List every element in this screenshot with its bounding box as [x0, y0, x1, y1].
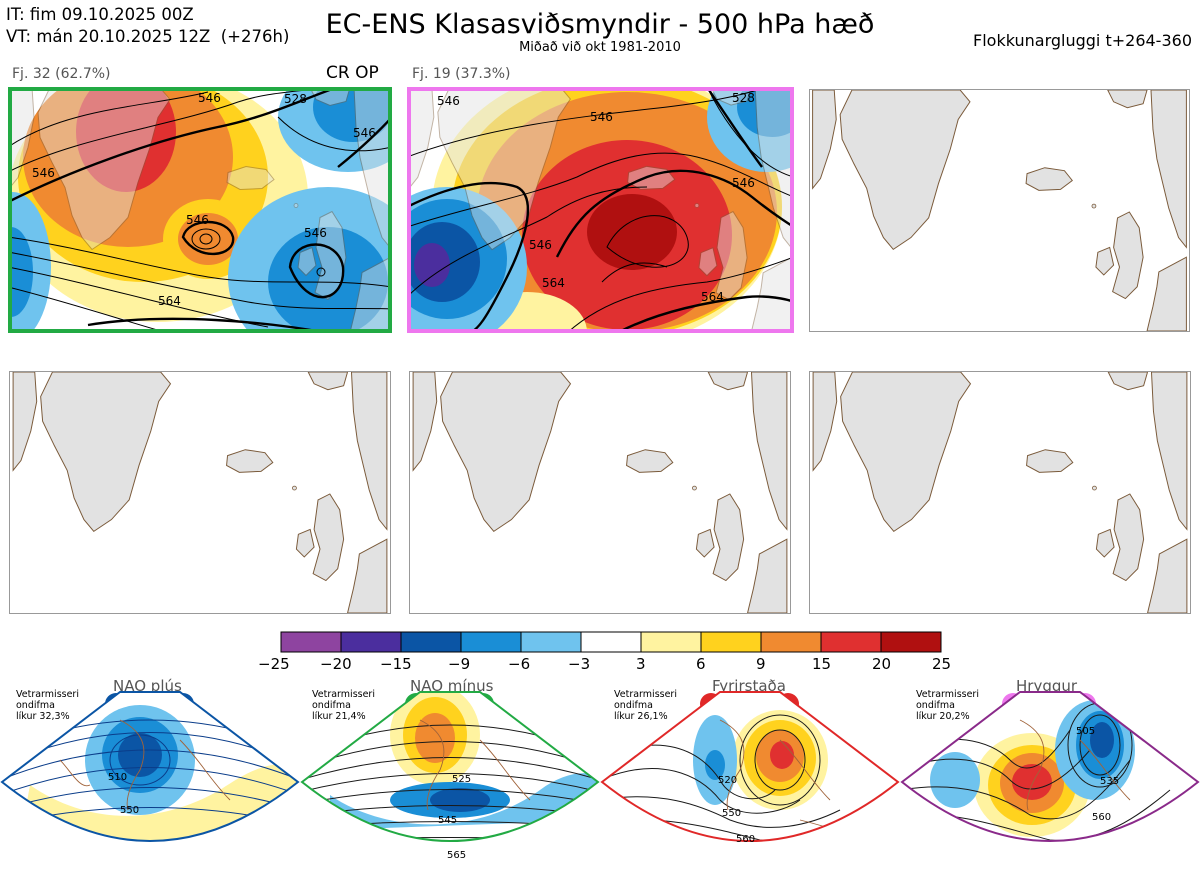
colorbar-swatches — [280, 631, 942, 653]
cluster-1-map: 546 528 546 546 546 546 564 — [8, 87, 392, 333]
contour-label: 550 — [120, 805, 139, 816]
regime-2-note: Vetrarmisseri ondifma líkur 21,4% — [312, 689, 375, 722]
colorbar-tick: −15 — [380, 655, 412, 673]
page-title: EC-ENS Klasasviðsmyndir - 500 hPa hæð — [325, 9, 875, 40]
contour-label: 560 — [1092, 812, 1111, 823]
colorbar-swatch — [640, 631, 702, 653]
colorbar-tick: −3 — [568, 655, 591, 673]
contour-label: 546 — [437, 94, 460, 108]
colorbar-swatch — [760, 631, 822, 653]
cluster-2-label: Fj. 19 (37.3%) — [412, 66, 511, 82]
contour-label: 546 — [590, 110, 613, 124]
colorbar-swatch — [400, 631, 462, 653]
regime-2-title: NAO mínus — [410, 677, 494, 695]
regime-4-map: 505 535 560 — [900, 690, 1200, 870]
colorbar-swatch — [460, 631, 522, 653]
contour-label: 510 — [108, 772, 127, 783]
colorbar-ticks: −25 −20 −15 −9 −6 −3 3 6 9 15 20 25 — [258, 655, 958, 675]
colorbar-tick: −9 — [448, 655, 471, 673]
classification-window: Flokkunargluggi t+264-360 — [973, 31, 1192, 50]
regime-2-map: 525 545 565 — [300, 690, 600, 870]
colorbar-tick: 9 — [756, 655, 766, 673]
contour-label: 564 — [158, 294, 181, 308]
contour-label: 546 — [198, 91, 221, 105]
colorbar-swatch — [280, 631, 342, 653]
regime-3-note: Vetrarmisseri ondifma líkur 26,1% — [614, 689, 677, 722]
colorbar-swatch — [700, 631, 762, 653]
contour-label: 560 — [736, 834, 755, 845]
contour-label: 546 — [304, 226, 327, 240]
contour-label: 546 — [529, 238, 552, 252]
init-time: IT: fim 09.10.2025 00Z — [6, 5, 194, 24]
cluster-5-map-empty — [409, 371, 791, 614]
colorbar-tick: −6 — [508, 655, 531, 673]
contour-label: 564 — [542, 276, 565, 290]
colorbar-swatch — [820, 631, 882, 653]
contour-label: 520 — [718, 775, 737, 786]
regime-1-note: Vetrarmisseri ondifma líkur 32,3% — [16, 689, 79, 722]
contour-label: 545 — [438, 815, 457, 826]
regime-3-map: 520 550 560 — [600, 690, 900, 870]
contour-label: 546 — [353, 126, 376, 140]
contour-label: 550 — [722, 808, 741, 819]
colorbar-tick: −20 — [320, 655, 352, 673]
contour-label: 546 — [732, 176, 755, 190]
regime-1-map: 510 550 — [0, 690, 300, 870]
cluster-4-map-empty — [9, 371, 391, 614]
colorbar-swatch — [340, 631, 402, 653]
regime-1-title: NAO plús — [113, 677, 182, 695]
contour-label: 528 — [732, 91, 755, 105]
colorbar-tick: −25 — [258, 655, 290, 673]
page-subtitle: Miðað við okt 1981-2010 — [519, 40, 681, 55]
regime-4-note: Vetrarmisseri ondifma líkur 20,2% — [916, 689, 979, 722]
colorbar-swatch — [880, 631, 942, 653]
colorbar-tick: 15 — [812, 655, 832, 673]
contour-label: 505 — [1076, 726, 1095, 737]
cluster-3-map-empty — [809, 89, 1190, 332]
cluster-6-map-empty — [809, 371, 1191, 614]
valid-time: VT: mán 20.10.2025 12Z (+276h) — [6, 27, 290, 46]
regime-3-title: Fyrirstaða — [712, 677, 786, 695]
forecast-times: IT: fim 09.10.2025 00Z VT: mán 20.10.202… — [6, 4, 289, 48]
contour-label: 565 — [447, 850, 466, 861]
contour-label: 535 — [1100, 776, 1119, 787]
contour-label: 564 — [701, 290, 724, 304]
contour-label: 546 — [32, 166, 55, 180]
cluster-2-map: 546 546 546 528 546 564 564 — [407, 87, 794, 333]
colorbar-swatch — [520, 631, 582, 653]
cluster-1-label: Fj. 32 (62.7%) — [12, 66, 111, 82]
colorbar-tick: 20 — [872, 655, 892, 673]
contour-label: 546 — [186, 213, 209, 227]
regime-4-title: Hryggur — [1016, 677, 1078, 695]
colorbar-tick: 25 — [932, 655, 952, 673]
contour-label: 528 — [284, 92, 307, 106]
contour-label: 525 — [452, 774, 471, 785]
colorbar-tick: 6 — [696, 655, 706, 673]
colorbar-swatch — [580, 631, 642, 653]
colorbar-tick: 3 — [636, 655, 646, 673]
cluster-1-op-label: CR OP — [326, 63, 379, 83]
anomaly-colorbar — [280, 631, 944, 657]
